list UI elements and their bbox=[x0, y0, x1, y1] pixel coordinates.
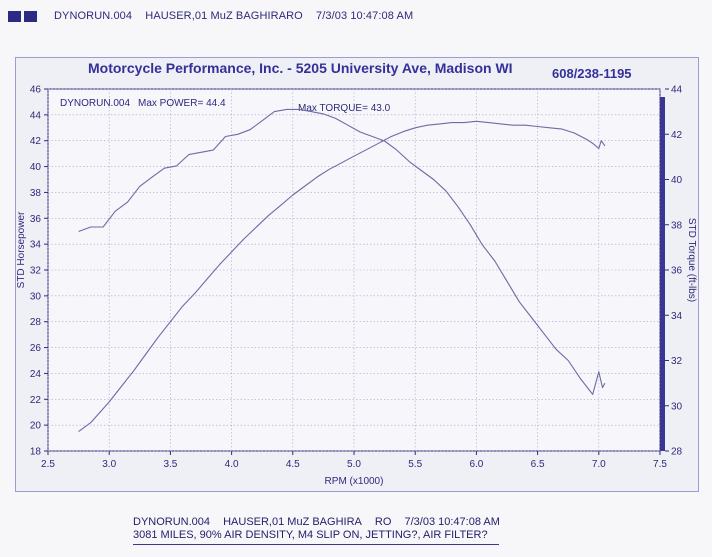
annotation-max-power: Max POWER= 44.4 bbox=[138, 98, 226, 109]
torque-axis-bar bbox=[660, 97, 665, 451]
y-tick-label: 36 bbox=[30, 214, 42, 225]
header-datetime: 7/3/03 10:47:08 AM bbox=[316, 10, 414, 22]
x-tick-label: 5.5 bbox=[408, 459, 422, 470]
horsepower-series-line bbox=[78, 120, 606, 433]
x-tick-label: 3.5 bbox=[163, 459, 177, 470]
x-tick-label: 2.5 bbox=[41, 459, 55, 470]
y2-tick-label: 32 bbox=[671, 356, 683, 367]
y-tick-label: 40 bbox=[30, 162, 42, 173]
y-tick-label: 38 bbox=[30, 188, 42, 199]
footer-notes: 3081 MILES, 90% AIR DENSITY, M4 SLIP ON,… bbox=[133, 529, 488, 541]
x-tick-label: 5.0 bbox=[347, 459, 361, 470]
y2-tick-label: 34 bbox=[671, 311, 683, 322]
footer-rider: HAUSER,01 MuZ BAGHIRA bbox=[223, 516, 362, 528]
header-square-icon bbox=[8, 10, 21, 22]
y2-tick-label: 42 bbox=[671, 130, 683, 141]
x-tick-label: 3.0 bbox=[102, 459, 116, 470]
footer-datetime: 7/3/03 10:47:08 AM bbox=[404, 516, 500, 528]
y2-tick-label: 38 bbox=[671, 220, 683, 231]
y2-tick-label: 36 bbox=[671, 266, 683, 277]
y-tick-label: 34 bbox=[30, 240, 42, 251]
page-header: DYNORUN.004 HAUSER,01 MuZ BAGHIRARO 7/3/… bbox=[8, 8, 423, 24]
x-tick-label: 7.5 bbox=[653, 459, 667, 470]
footer-rule bbox=[133, 544, 499, 545]
y-tick-label: 46 bbox=[30, 85, 42, 96]
header-rider: HAUSER,01 MuZ BAGHIRARO bbox=[145, 10, 303, 22]
x-tick-label: 7.0 bbox=[592, 459, 606, 470]
shop-banner-title: Motorcycle Performance, Inc. - 5205 Univ… bbox=[88, 60, 513, 76]
header-text: DYNORUN.004 HAUSER,01 MuZ BAGHIRARO 7/3/… bbox=[54, 10, 423, 22]
y2-tick-label: 30 bbox=[671, 401, 683, 412]
x-axis-label: RPM (x1000) bbox=[325, 476, 384, 487]
x-tick-label: 4.0 bbox=[225, 459, 239, 470]
footer-line-1: DYNORUN.004 HAUSER,01 MuZ BAGHIRA RO 7/3… bbox=[133, 516, 510, 529]
footer-code: RO bbox=[374, 516, 392, 528]
y2-tick-label: 40 bbox=[671, 175, 683, 186]
y-tick-label: 32 bbox=[30, 266, 42, 277]
torque-series-line bbox=[78, 108, 606, 395]
footer: DYNORUN.004 HAUSER,01 MuZ BAGHIRA RO 7/3… bbox=[133, 516, 510, 545]
x-tick-label: 4.5 bbox=[286, 459, 300, 470]
header-run: DYNORUN.004 bbox=[54, 10, 133, 22]
y-tick-label: 24 bbox=[30, 369, 42, 380]
y-tick-label: 44 bbox=[30, 110, 42, 121]
y-tick-label: 30 bbox=[30, 291, 42, 302]
header-square-icon bbox=[24, 10, 37, 22]
y2-tick-label: 28 bbox=[671, 447, 683, 458]
footer-run: DYNORUN.004 bbox=[133, 516, 211, 528]
shop-banner-phone: 608/238-1195 bbox=[552, 66, 632, 81]
y-tick-label: 42 bbox=[30, 136, 42, 147]
annotation-max-torque: Max TORQUE= 43.0 bbox=[298, 103, 391, 114]
y-axis-label: STD Horsepower bbox=[16, 211, 27, 288]
y-tick-label: 18 bbox=[30, 447, 42, 458]
y-tick-label: 22 bbox=[30, 395, 42, 406]
y2-tick-label: 44 bbox=[671, 85, 683, 96]
x-tick-label: 6.0 bbox=[469, 459, 483, 470]
y2-axis-label: STD Torque (ft-lbs) bbox=[686, 218, 697, 302]
x-tick-label: 6.5 bbox=[531, 459, 545, 470]
y-tick-label: 20 bbox=[30, 421, 42, 432]
y-tick-label: 28 bbox=[30, 317, 42, 328]
y-tick-label: 26 bbox=[30, 343, 42, 354]
annotation-run: DYNORUN.004 bbox=[60, 98, 130, 109]
